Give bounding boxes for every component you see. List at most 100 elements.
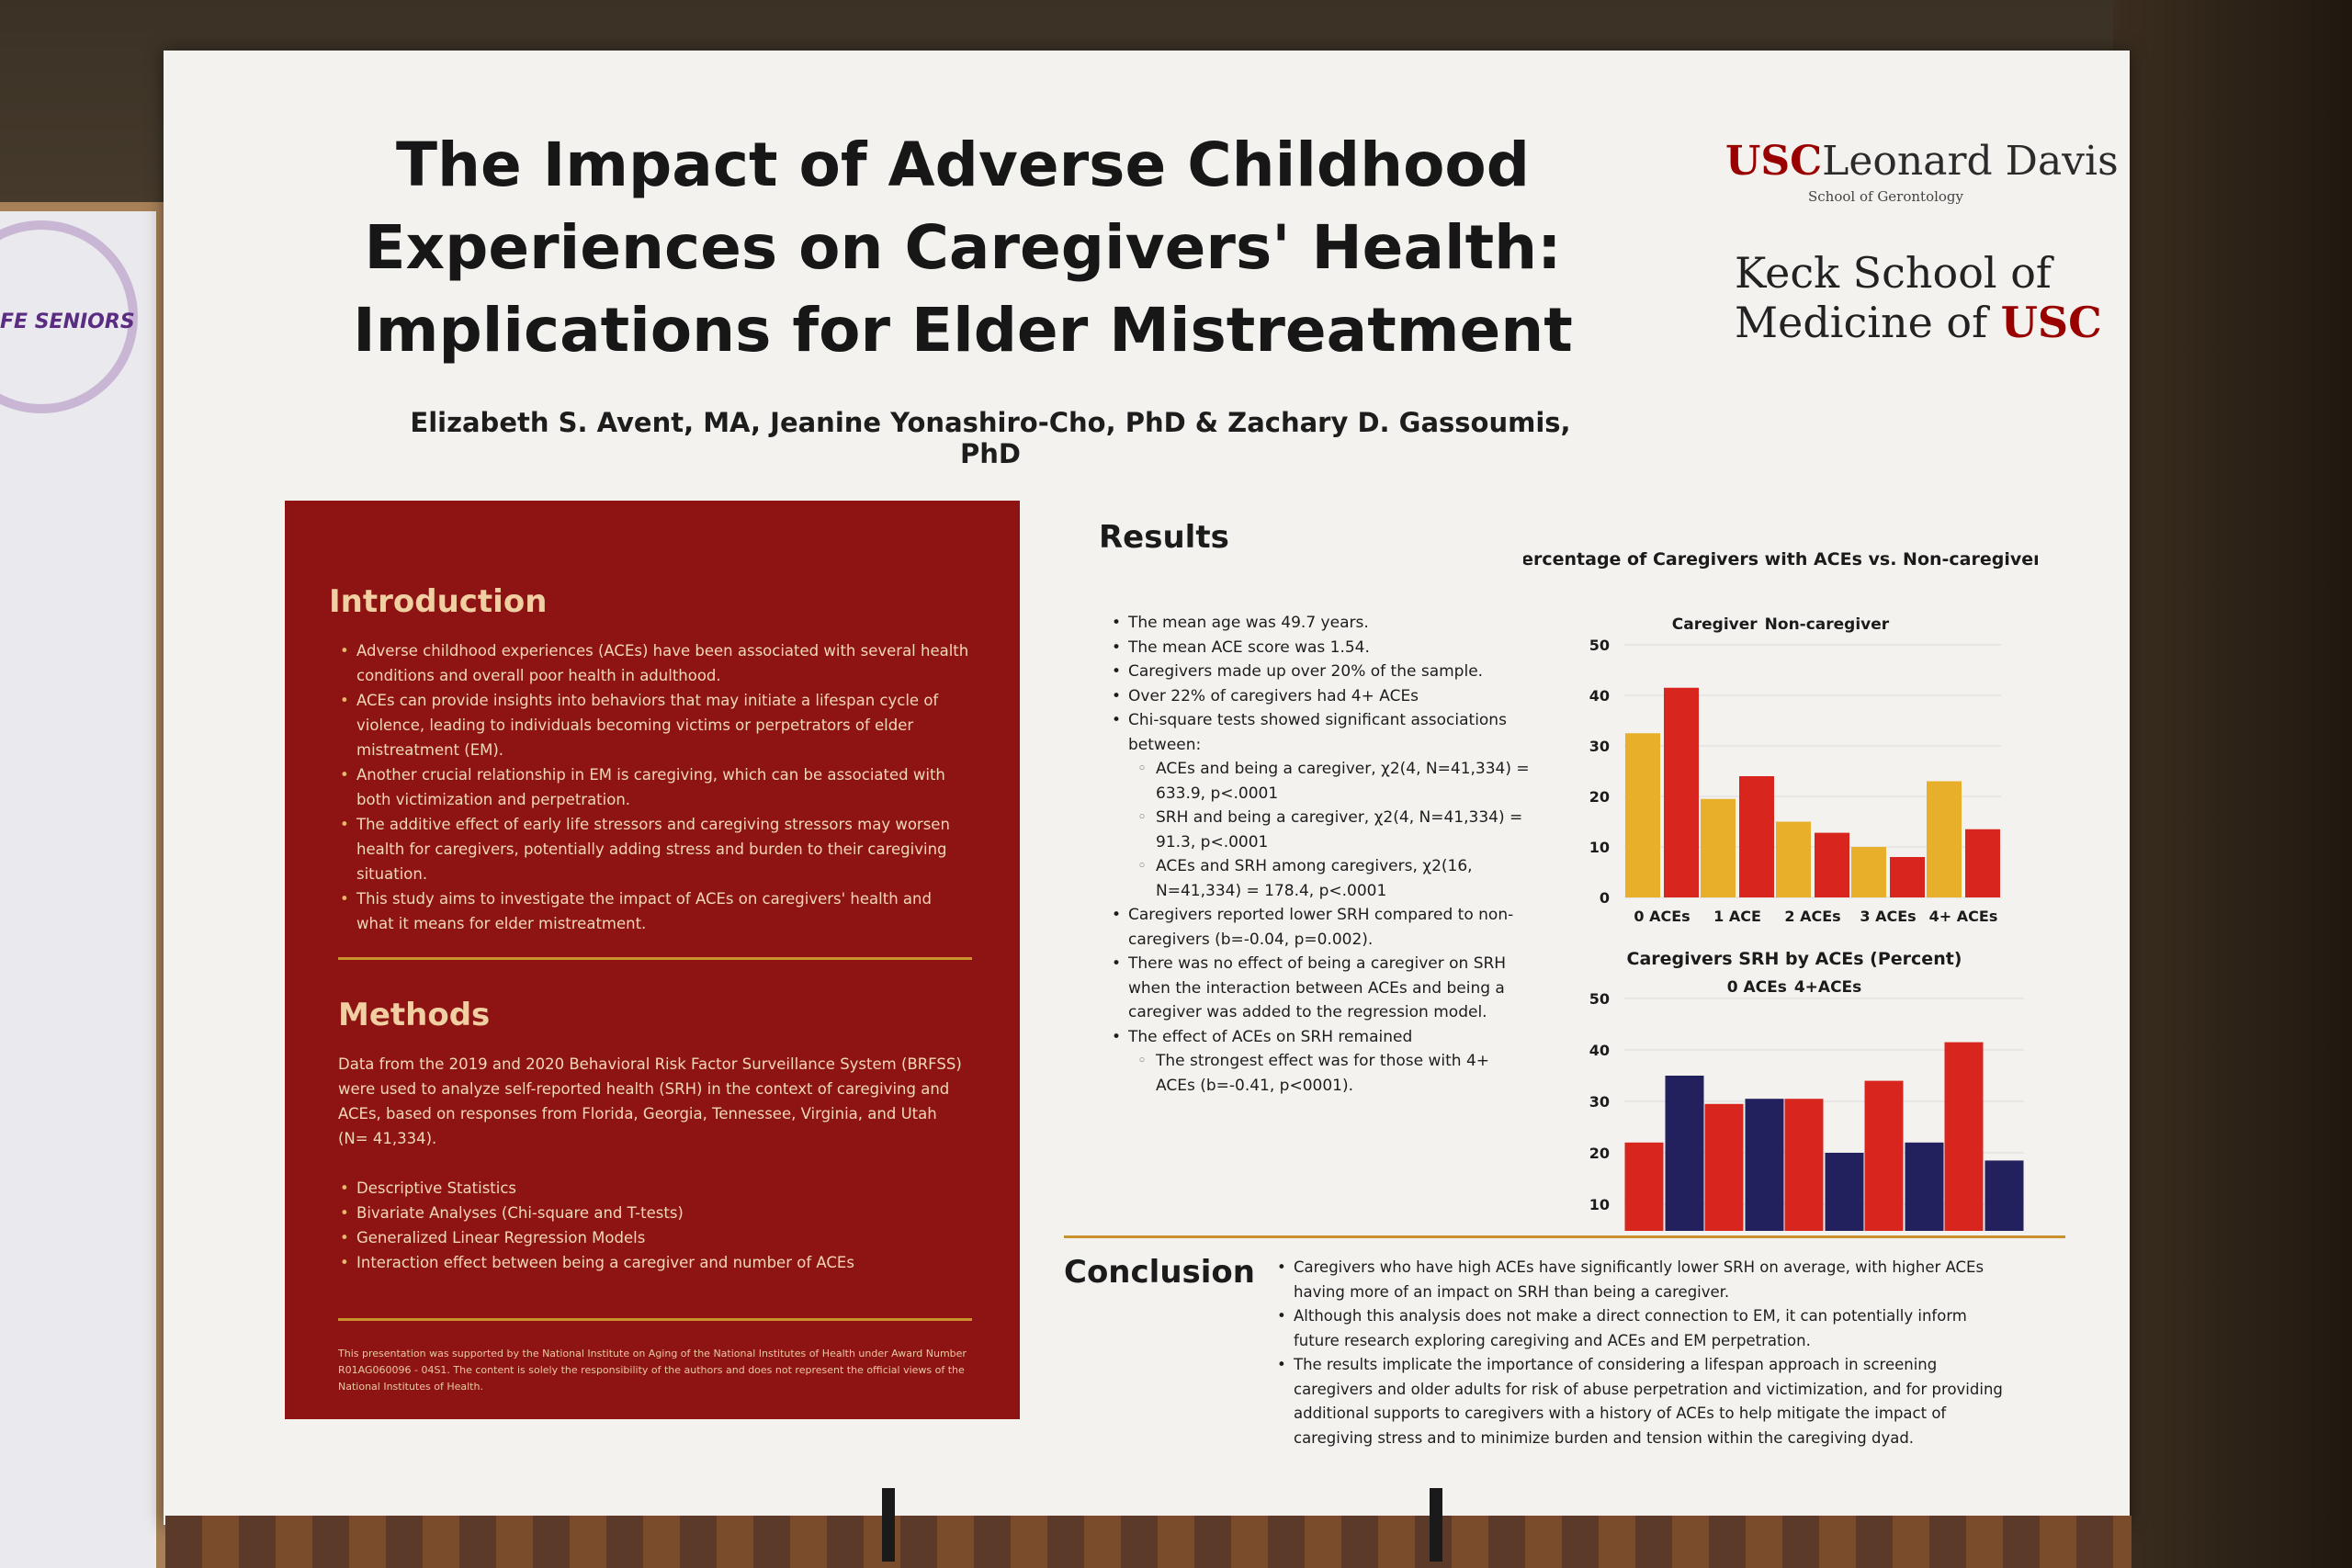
results-bullet: Caregivers made up over 20% of the sampl… (1110, 660, 1532, 684)
y-tick-label: 50 (1589, 637, 1610, 654)
bar (1905, 1142, 1944, 1256)
bar (1825, 1153, 1864, 1256)
results-bullet: Over 22% of caregivers had 4+ ACEs (1110, 684, 1532, 709)
poster-authors: Elizabeth S. Avent, MA, Jeanine Yonashir… (410, 407, 1571, 469)
bar (1890, 857, 1925, 897)
x-tick-label: 0 ACEs (1634, 908, 1690, 925)
introduction-bullet: Another crucial relationship in EM is ca… (338, 762, 972, 812)
footnote-divider (338, 1318, 972, 1321)
x-tick-label: 3 ACEs (1860, 908, 1916, 925)
conclusion-bullet: The results implicate the importance of … (1275, 1353, 2010, 1450)
usc-leonard-red: USC (1725, 138, 1823, 185)
usc-leonard-rest: Leonard Davis (1822, 138, 2119, 185)
y-tick-label: 20 (1589, 788, 1610, 806)
usc-leonard-davis-logo: USCLeonard Davis (1725, 138, 2119, 185)
introduction-bullet: ACEs can provide insights into behaviors… (338, 688, 972, 762)
methods-paragraph: Data from the 2019 and 2020 Behavioral R… (338, 1055, 962, 1147)
bar (1984, 1160, 2024, 1256)
keck-line2-prefix: Medicine of (1735, 298, 2001, 347)
chart-title: Caregivers SRH by ACEs (Percent) (1627, 949, 1962, 969)
bar (1745, 1099, 1784, 1256)
aces-caregiver-chart: Percentage of Caregivers with ACEs vs. N… (1509, 496, 2052, 941)
x-tick-label: 4+ ACEs (1929, 908, 1998, 925)
keck-line2: Medicine of USC (1735, 298, 2120, 347)
introduction-heading: Introduction (329, 583, 548, 620)
results-bullet: Caregivers reported lower SRH compared t… (1110, 903, 1532, 952)
results-bullet: SRH and being a caregiver, χ2(4, N=41,33… (1110, 806, 1532, 854)
safe-seniors-logo-ring (0, 220, 138, 413)
background-wall (2113, 0, 2352, 1568)
y-tick-label: 40 (1589, 687, 1610, 705)
y-tick-label: 30 (1589, 738, 1610, 755)
methods-bullet: Generalized Linear Regression Models (338, 1225, 972, 1250)
results-heading: Results (1099, 519, 1229, 556)
conclusion-heading: Conclusion (1064, 1254, 1255, 1291)
bar (1815, 832, 1849, 897)
results-bullet: The mean age was 49.7 years. (1110, 611, 1532, 636)
bar (1664, 687, 1699, 897)
results-list: The mean age was 49.7 years.The mean ACE… (1110, 611, 1532, 1098)
y-tick-label: 10 (1589, 1196, 1610, 1213)
results-bullet: The effect of ACEs on SRH remained (1110, 1025, 1532, 1050)
results-bullet: There was no effect of being a caregiver… (1110, 952, 1532, 1025)
x-tick-label: 1 ACE (1713, 908, 1761, 925)
bar (1739, 776, 1774, 897)
floor-carpet (165, 1516, 2132, 1568)
conclusion-bullet: Although this analysis does not make a d… (1275, 1304, 2010, 1353)
y-tick-label: 50 (1589, 990, 1610, 1008)
funding-footnote: This presentation was supported by the N… (338, 1348, 967, 1393)
results-bullet: Chi-square tests showed significant asso… (1110, 708, 1532, 757)
methods-bullet: Bivariate Analyses (Chi-square and T-tes… (338, 1201, 972, 1225)
legend-entry: Caregiver (1672, 615, 1758, 634)
methods-list: Descriptive StatisticsBivariate Analyses… (338, 1176, 972, 1275)
keck-logo: Keck School of Medicine of USC (1735, 248, 2120, 347)
introduction-bullet: Adverse childhood experiences (ACEs) hav… (338, 638, 972, 688)
conclusion-list: Caregivers who have high ACEs have signi… (1275, 1256, 2010, 1450)
methods-heading: Methods (338, 997, 491, 1033)
introduction-list: Adverse childhood experiences (ACEs) hav… (338, 638, 972, 936)
chart-legend: 0 ACEs 4+ACEs (1727, 978, 1862, 997)
methods-bullet: Descriptive Statistics (338, 1176, 972, 1201)
bar (1704, 1103, 1744, 1256)
bar (1944, 1042, 1984, 1256)
bar (1701, 798, 1736, 897)
y-tick-label: 0 (1600, 889, 1610, 907)
bar (1864, 1080, 1904, 1256)
easel-clip-right (1430, 1488, 1442, 1562)
easel-clip-left (882, 1488, 895, 1562)
results-bullet: ACEs and SRH among caregivers, χ2(16, N=… (1110, 854, 1532, 903)
methods-bullet: Interaction effect between being a careg… (338, 1250, 972, 1275)
y-tick-label: 40 (1589, 1042, 1610, 1059)
srh-aces-chart-svg: Caregivers SRH by ACEs (Percent) 0 ACEs 4+… (1589, 949, 2024, 1283)
legend-entry: Non-caregiver (1765, 615, 1890, 634)
y-tick-label: 10 (1589, 839, 1610, 856)
results-bullet: The mean ACE score was 1.54. (1110, 636, 1532, 660)
section-divider (338, 957, 972, 960)
bar (1965, 829, 2000, 897)
chart-legend: Caregiver Non-caregiver (1672, 615, 1890, 634)
adjacent-sign: FE SENIORS (0, 211, 156, 1568)
y-tick-label: 20 (1589, 1145, 1610, 1162)
bar (1665, 1076, 1704, 1256)
introduction-bullet: The additive effect of early life stress… (338, 812, 972, 886)
usc-leonard-subtitle: School of Gerontology (1808, 188, 1963, 205)
conclusion-divider (1064, 1235, 2065, 1238)
keck-line2-red: USC (2000, 298, 2102, 347)
bar (1624, 1142, 1664, 1256)
results-bullet: ACEs and being a caregiver, χ2(4, N=41,3… (1110, 757, 1532, 806)
bar (1927, 781, 1962, 897)
bar (1776, 821, 1811, 897)
aces-caregiver-chart-svg: Percentage of Caregivers with ACEs vs. N… (1509, 549, 2052, 925)
x-tick-label: 2 ACEs (1784, 908, 1840, 925)
adjacent-sign-text: FE SENIORS (0, 310, 135, 333)
legend-entry: 4+ACEs (1794, 978, 1861, 997)
chart-title-line: Percentage of Caregivers with ACEs vs. N… (1523, 549, 2038, 570)
research-poster: The Impact of Adverse Childhood Experien… (164, 51, 2130, 1525)
results-bullet: The strongest effect was for those with … (1110, 1049, 1532, 1098)
bar (1851, 847, 1886, 897)
poster-title: The Impact of Adverse Childhood Experien… (353, 130, 1573, 366)
y-tick-label: 30 (1589, 1093, 1610, 1111)
legend-entry: 0 ACEs (1727, 978, 1787, 997)
keck-line1: Keck School of (1735, 248, 2052, 298)
introduction-bullet: This study aims to investigate the impac… (338, 886, 972, 936)
